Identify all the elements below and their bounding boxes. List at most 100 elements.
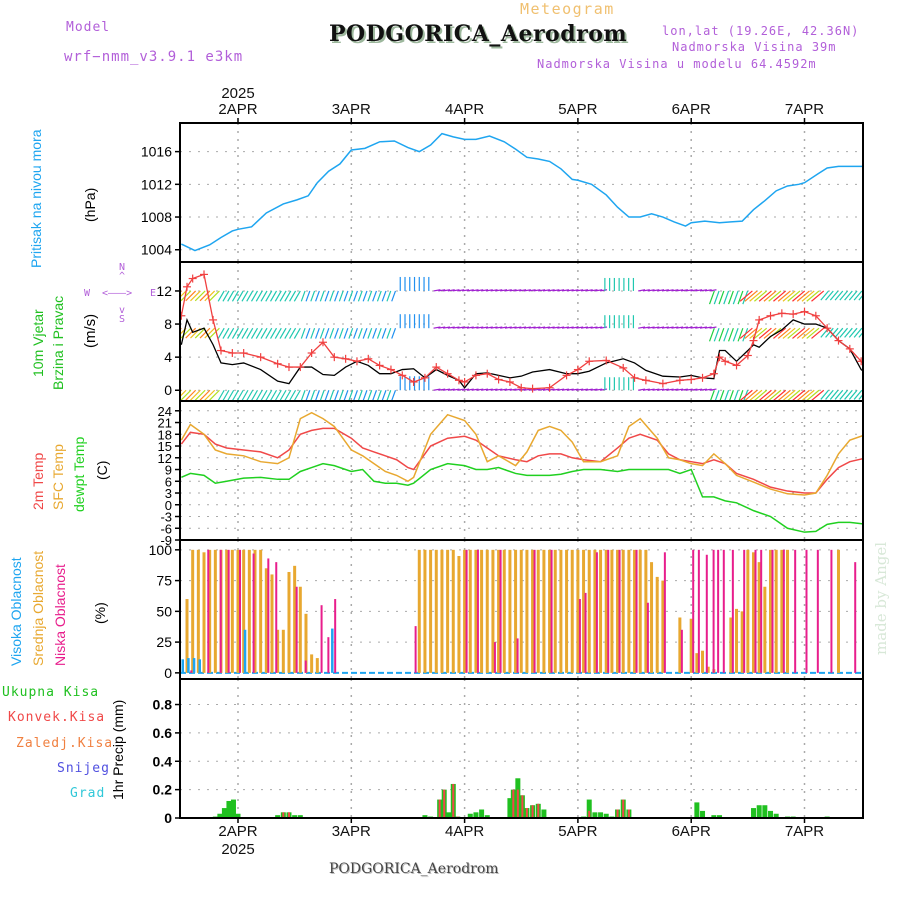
wind-arrow [217,327,225,339]
y-tick-label: 75 [156,573,172,589]
cloud-bar [722,549,725,673]
cloud-bar [281,629,285,673]
top-tick-label: 5APR [558,101,597,118]
wind-arrow [695,326,703,329]
y-tick-label: 3 [165,486,172,501]
cloud-bar [275,562,278,673]
wind-arrow [315,327,320,339]
wind-arrow [782,290,796,302]
wind-arrow [685,326,693,329]
wind-arrow [695,388,703,391]
wind-arrow [284,389,292,401]
wind-arrow [241,389,249,401]
wind-arrow [476,326,484,329]
wind-arrow [519,388,527,391]
wind-arrow [386,390,392,401]
cloud-bar [463,549,467,673]
series-line-2m-temp [180,427,863,494]
cloud-bar [740,611,744,673]
wind-arrow [315,290,320,302]
plot-area-temperature [180,411,863,533]
wind-arrow [509,326,517,329]
wind-arrow [310,390,316,401]
precip-bar-convective [287,812,290,818]
cloud-bar [816,549,819,673]
wind-arrow [452,326,460,329]
wind-arrow [180,290,192,302]
cloud-bar [293,565,297,673]
wind-arrow [801,327,815,339]
cloud-bar [259,549,263,673]
wind-arrow [293,389,301,401]
panel-precip: 0 0.2 0.4 0.6 0.8 [153,678,864,826]
cloud-bar [327,637,330,673]
wind-arrow [504,289,512,292]
wind-arrow [749,389,763,401]
wind-arrow [533,388,541,391]
y-tick-label: 18 [158,427,172,442]
wind-arrow [853,327,863,338]
wind-arrow [199,389,211,401]
wind-arrow [353,327,358,339]
cloud-bar [457,555,461,673]
cloud-bar [705,554,708,673]
precip-bar-total [700,810,706,818]
wind-arrow [362,390,368,401]
wind-arrow [647,326,655,329]
wind-arrow [676,388,684,391]
wind-arrow [222,389,230,401]
wind-arrow [773,327,787,339]
series-line-dewpt-temp [181,462,863,533]
wind-arrow [590,388,598,391]
cloud-bar [701,650,705,673]
wind-arrow [490,326,498,329]
panel-frame [179,261,864,402]
wind-arrow [638,388,646,391]
cloud-bar [227,549,230,673]
cloud-bar [219,549,222,673]
wind-arrow [452,388,460,391]
wind-arrow [723,290,730,305]
wind-arrow [300,290,306,302]
cloud-bar [502,549,506,673]
precip-bar-convective [452,783,455,818]
wind-arrow [236,290,244,302]
wind-arrow [657,289,665,292]
wind-arrow [334,290,339,302]
series-line-pritisak-na-nivou-mora [181,132,863,252]
wind-arrow [561,388,570,391]
wind-arrow [500,289,508,292]
wind-arrow [310,327,316,339]
wind-arrow [811,389,825,401]
wind-arrow [466,326,474,329]
wind-arrow [250,290,259,302]
wind-arrow [690,326,698,329]
wind-arrow [576,388,584,391]
wind-arrow [476,289,484,292]
wind-arrow [279,290,287,302]
wind-arrow [657,326,665,329]
cloud-bar [213,549,217,673]
wind-arrow [782,389,796,401]
wind-arrow [642,388,650,391]
cloud-bar [320,605,323,673]
cloud-bar [468,549,472,673]
precip-label-total: Ukupna Kisa [2,685,100,700]
wind-arrow [538,326,546,329]
precip-bar-total [541,809,547,818]
wind-arrow [447,388,455,391]
cloud-bar [493,642,496,673]
wind-arrow [217,290,225,302]
cloud-bar [763,586,767,673]
wind-arrow [194,327,206,339]
top-year-label: 2025 [221,85,254,102]
precip-bar-total [586,799,592,818]
wind-arrow [319,290,325,302]
wind-arrow [533,326,541,329]
wind-arrow [338,327,344,339]
wind-arrow [566,289,574,292]
wind-arrow [500,326,508,329]
wind-arrow [600,289,608,292]
wind-arrow [217,389,225,401]
wind-arrow [796,389,810,401]
